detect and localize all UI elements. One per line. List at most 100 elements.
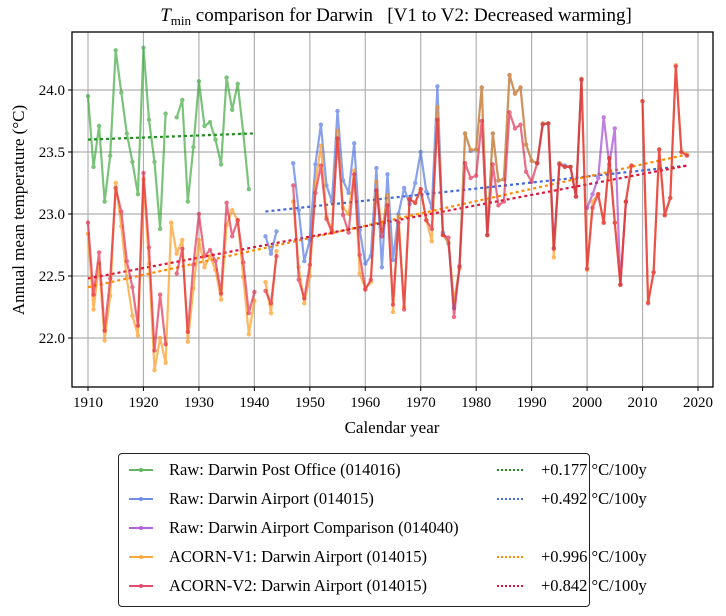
- series-group: [85, 45, 690, 373]
- data-point: [241, 131, 246, 136]
- data-point: [191, 144, 196, 150]
- y-axis-label: Annual mean temperature (°C): [9, 105, 28, 315]
- data-point: [263, 234, 268, 239]
- data-point: [418, 187, 423, 192]
- data-point: [651, 270, 656, 275]
- data-point: [474, 173, 479, 178]
- legend-label: Raw: Darwin Airport Comparison (014040): [169, 518, 459, 537]
- data-point: [662, 213, 667, 218]
- data-point: [318, 122, 324, 127]
- data-point: [157, 335, 163, 341]
- data-point: [523, 169, 529, 174]
- data-point: [213, 137, 218, 142]
- x-tick-label: 2000: [572, 395, 602, 411]
- data-point: [130, 313, 135, 318]
- data-point: [180, 97, 185, 103]
- data-point: [451, 314, 457, 320]
- data-point: [329, 230, 335, 235]
- legend-trend-item: +0.177 °C/100y: [497, 458, 647, 482]
- legend-dot-icon: [139, 555, 143, 559]
- data-point: [246, 311, 251, 316]
- data-point: [374, 179, 379, 184]
- data-point: [268, 311, 274, 316]
- data-point: [490, 162, 495, 167]
- legend-item: ACORN-V2: Darwin Airport (014015): [129, 574, 427, 598]
- x-tick-label: 1930: [184, 395, 214, 411]
- data-point: [108, 153, 113, 158]
- legend-label: Raw: Darwin Post Office (014016): [169, 460, 401, 479]
- data-point: [202, 265, 207, 270]
- data-point: [157, 292, 163, 297]
- data-point: [479, 85, 484, 90]
- data-point: [263, 288, 268, 294]
- legend-label: ACORN-V1: Darwin Airport (014015): [169, 547, 428, 566]
- data-point: [296, 208, 301, 213]
- data-point: [490, 131, 495, 136]
- series-raw-darwin-post-office-014016: [85, 45, 251, 232]
- data-point: [440, 232, 446, 238]
- data-point: [557, 162, 562, 167]
- data-point: [335, 108, 340, 114]
- data-point: [185, 329, 190, 334]
- data-point: [141, 170, 146, 176]
- data-point: [252, 289, 257, 295]
- data-point: [85, 220, 91, 225]
- series-line: [175, 76, 250, 203]
- data-point: [507, 72, 512, 78]
- data-point: [157, 226, 163, 232]
- data-point: [274, 254, 279, 259]
- legend-item: Raw: Darwin Airport (014015): [129, 487, 374, 511]
- data-point: [324, 216, 329, 222]
- data-point: [213, 258, 218, 264]
- data-point: [485, 232, 490, 238]
- data-point: [390, 302, 396, 307]
- series-line: [86, 46, 167, 230]
- data-point: [379, 234, 385, 239]
- data-point: [352, 141, 357, 146]
- data-point: [218, 162, 224, 167]
- data-point: [302, 296, 307, 301]
- data-point: [335, 136, 340, 141]
- series-line: [292, 78, 633, 318]
- legend-dot-icon: [139, 497, 143, 501]
- legend-line-marker-icon: [129, 584, 153, 588]
- data-point: [363, 287, 368, 292]
- data-point: [91, 307, 96, 312]
- data-point: [352, 172, 357, 177]
- data-point: [363, 261, 368, 266]
- data-point: [152, 348, 157, 353]
- data-point: [163, 342, 168, 347]
- data-point: [379, 265, 385, 270]
- data-point: [96, 123, 102, 129]
- legend-item: Raw: Darwin Airport Comparison (014040): [129, 516, 459, 540]
- data-point: [169, 220, 174, 225]
- data-point: [335, 128, 340, 134]
- data-point: [429, 226, 434, 232]
- data-point: [590, 205, 595, 210]
- data-point: [302, 258, 307, 264]
- data-point: [191, 262, 196, 267]
- data-point: [374, 188, 379, 193]
- data-point: [291, 183, 296, 188]
- data-point: [424, 189, 429, 194]
- data-point: [401, 185, 407, 191]
- y-tick-label: 24.0: [39, 83, 65, 99]
- data-point: [96, 250, 102, 255]
- data-point: [340, 213, 346, 218]
- legend-dashed-line-icon: [497, 469, 523, 471]
- data-point: [579, 77, 584, 83]
- data-point: [274, 229, 279, 234]
- data-point: [446, 235, 451, 240]
- data-point: [302, 301, 307, 306]
- data-point: [196, 211, 202, 217]
- data-point: [246, 187, 251, 192]
- data-point: [673, 64, 678, 69]
- data-point: [102, 328, 107, 333]
- data-point: [374, 165, 379, 171]
- data-point: [424, 218, 429, 223]
- data-point: [163, 360, 168, 365]
- data-point: [612, 126, 617, 131]
- plot-frame: [71, 31, 714, 388]
- legend-item: Raw: Darwin Post Office (014016): [129, 458, 401, 482]
- legend-dashed-line-icon: [497, 498, 523, 500]
